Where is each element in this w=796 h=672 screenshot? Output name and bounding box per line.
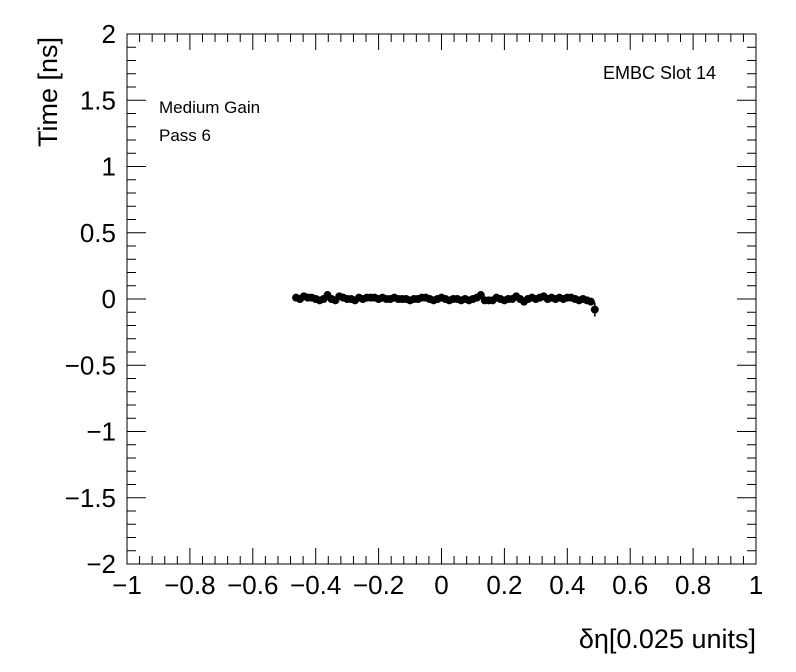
x-tick-label: −1: [112, 570, 142, 600]
y-tick-label: 2: [102, 19, 116, 49]
x-tick-label: 0: [434, 570, 448, 600]
x-tick-label: 1: [749, 570, 763, 600]
x-tick-label: −0.6: [227, 570, 278, 600]
y-tick-label: −2: [86, 549, 116, 579]
x-tick-label: −0.4: [290, 570, 341, 600]
y-tick-label: 1: [102, 152, 116, 182]
x-tick-label: −0.8: [164, 570, 215, 600]
slot-label: EMBC Slot 14: [603, 63, 716, 83]
y-tick-label: −1.5: [65, 483, 116, 513]
y-tick-label: 0.5: [80, 218, 116, 248]
y-tick-label: 0: [102, 284, 116, 314]
y-axis-title: Time [ns]: [33, 37, 63, 147]
axis-ticks: [126, 33, 757, 565]
pass-label: Pass 6: [159, 126, 211, 145]
data-point: [590, 305, 599, 314]
x-tick-label: −0.2: [353, 570, 404, 600]
y-tick-label: −1: [86, 417, 116, 447]
x-tick-labels: −1 −0.8 −0.6 −0.4 −0.2 0 0.2 0.4 0.6 0.8 1: [112, 570, 763, 600]
x-axis-title: δη[0.025 units]: [579, 624, 756, 654]
data-point: [586, 297, 595, 306]
y-tick-labels: −2 −1.5 −1 −0.5 0 0.5 1 1.5 2: [65, 19, 116, 579]
x-tick-label: 0.6: [612, 570, 648, 600]
x-tick-label: 0.8: [675, 570, 711, 600]
data-points: [292, 291, 599, 317]
y-tick-label: 1.5: [80, 85, 116, 115]
x-tick-label: 0.2: [486, 570, 522, 600]
gain-label: Medium Gain: [159, 98, 260, 117]
y-tick-label: −0.5: [65, 350, 116, 380]
x-tick-label: 0.4: [549, 570, 585, 600]
